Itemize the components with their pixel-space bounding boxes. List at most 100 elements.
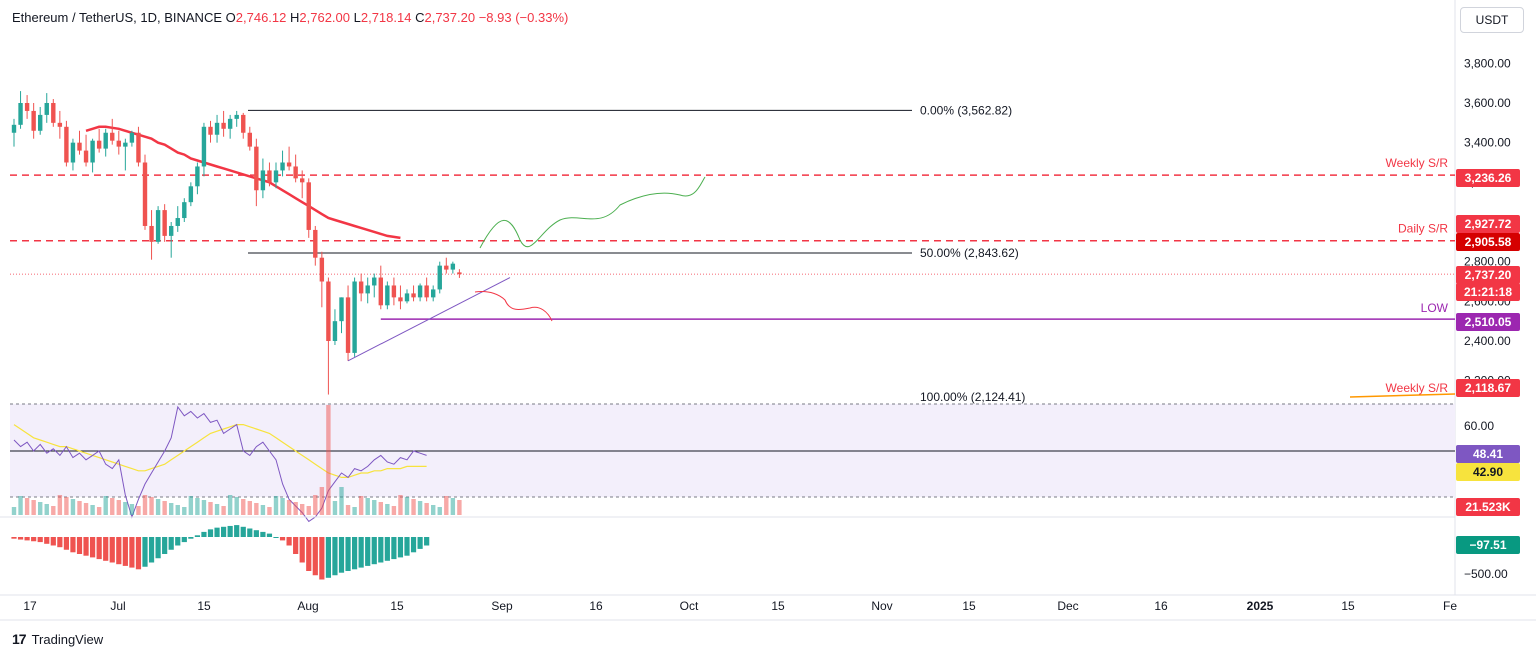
volume-bar bbox=[175, 505, 180, 515]
macd-bar bbox=[338, 537, 345, 573]
macd-bar bbox=[397, 537, 404, 558]
volume-bar bbox=[431, 505, 436, 515]
candle bbox=[273, 162, 279, 189]
rsi-value-badge: 48.41 bbox=[1456, 445, 1520, 463]
candle bbox=[345, 285, 351, 361]
macd-bar bbox=[358, 537, 364, 568]
ma-50-line bbox=[85, 125, 401, 240]
volume-bar bbox=[339, 487, 344, 515]
macd-bar bbox=[325, 537, 331, 578]
candle bbox=[254, 138, 259, 207]
macd-bar bbox=[148, 537, 155, 563]
volume-bar bbox=[18, 496, 23, 515]
time-tick-label: 17 bbox=[23, 599, 37, 613]
macd-bar bbox=[181, 537, 187, 543]
svg-text:2,905.58: 2,905.58 bbox=[1465, 235, 1512, 249]
candle bbox=[123, 138, 128, 171]
macd-bar bbox=[11, 537, 17, 539]
candle bbox=[352, 277, 357, 357]
volume-bar bbox=[162, 501, 167, 515]
ma-price-badge: 2,927.72 bbox=[1456, 215, 1520, 233]
macd-bar bbox=[122, 537, 128, 566]
candle bbox=[358, 273, 364, 302]
rsi-ma-value-badge: 42.90 bbox=[1456, 463, 1520, 481]
low-label: LOW bbox=[1421, 301, 1449, 315]
macd-bar bbox=[299, 537, 305, 563]
candle bbox=[280, 150, 285, 177]
macd-bar bbox=[410, 537, 417, 553]
time-tick-label: Dec bbox=[1057, 599, 1078, 613]
candle bbox=[129, 130, 135, 147]
candle bbox=[70, 138, 76, 171]
currency-button[interactable]: USDT bbox=[1460, 7, 1524, 33]
time-tick-label: Sep bbox=[491, 599, 513, 613]
volume-bar bbox=[444, 496, 449, 515]
volume-bar bbox=[11, 507, 17, 515]
macd-bar bbox=[312, 537, 318, 576]
candle bbox=[411, 285, 416, 302]
time-tick-label: 16 bbox=[1154, 599, 1168, 613]
candle bbox=[44, 93, 49, 123]
svg-text:2,927.72: 2,927.72 bbox=[1465, 217, 1512, 231]
volume-bar bbox=[372, 500, 377, 515]
close-value: 2,737.20 bbox=[424, 10, 476, 25]
weekly-sr-low-label: Weekly S/R bbox=[1386, 381, 1449, 395]
macd-bar bbox=[332, 537, 338, 576]
macd-bar bbox=[103, 537, 109, 561]
volume-bar bbox=[136, 506, 141, 515]
volume-bar bbox=[110, 498, 115, 515]
volume-bar bbox=[96, 507, 102, 515]
svg-text:2,510.05: 2,510.05 bbox=[1465, 315, 1512, 329]
change-value: −8.93 (−0.33%) bbox=[478, 10, 569, 25]
candle bbox=[267, 162, 272, 187]
candle bbox=[136, 126, 141, 167]
low-price-badge: 2,510.05 bbox=[1456, 313, 1520, 331]
time-tick-label: Fe bbox=[1443, 599, 1457, 613]
macd-bar bbox=[37, 537, 43, 543]
macd-bar bbox=[188, 537, 194, 539]
macd-bar bbox=[116, 537, 122, 565]
volume-bar bbox=[214, 504, 220, 515]
macd-bar bbox=[109, 537, 115, 563]
macd-bar bbox=[227, 525, 233, 537]
volume-bar bbox=[241, 499, 246, 515]
macd-bar bbox=[253, 530, 259, 537]
macd-bar bbox=[44, 537, 50, 544]
candle bbox=[227, 114, 233, 139]
candle bbox=[188, 182, 194, 207]
macd-bar bbox=[129, 537, 135, 568]
macd-bar bbox=[293, 537, 299, 554]
candle bbox=[57, 110, 63, 139]
fib-50-label: 50.00% (2,843.62) bbox=[920, 246, 1019, 260]
candle bbox=[234, 110, 239, 127]
macd-bar bbox=[417, 537, 423, 549]
volume-bar bbox=[313, 495, 318, 515]
volume-bar bbox=[70, 499, 76, 515]
candle bbox=[110, 118, 115, 145]
volume-bar bbox=[90, 505, 95, 515]
time-tick-label: 15 bbox=[390, 599, 404, 613]
macd-bar bbox=[207, 529, 214, 537]
volume-bar bbox=[378, 502, 383, 515]
volume-bar bbox=[358, 496, 364, 515]
volume-bar bbox=[260, 505, 266, 515]
candle bbox=[444, 257, 449, 274]
macd-bar bbox=[201, 531, 207, 537]
macd-tick-label: −500.00 bbox=[1464, 567, 1508, 581]
weekly-sr-low-price-badge: 2,118.67 bbox=[1456, 379, 1520, 397]
rsi-tick-label: 60.00 bbox=[1464, 419, 1494, 433]
macd-value-badge: −97.51 bbox=[1456, 536, 1520, 554]
volume-bar bbox=[424, 503, 429, 515]
candle bbox=[385, 281, 390, 310]
candle bbox=[83, 134, 89, 167]
tradingview-footer: 17 TradingView bbox=[12, 631, 103, 647]
volume-bar bbox=[450, 498, 456, 515]
macd-bar bbox=[168, 537, 174, 550]
volume-bar bbox=[149, 497, 154, 515]
volume-bar bbox=[273, 496, 279, 515]
candle bbox=[391, 277, 397, 306]
bullish-projection-path bbox=[479, 176, 706, 249]
macd-bar bbox=[175, 537, 181, 546]
candle bbox=[404, 289, 410, 304]
